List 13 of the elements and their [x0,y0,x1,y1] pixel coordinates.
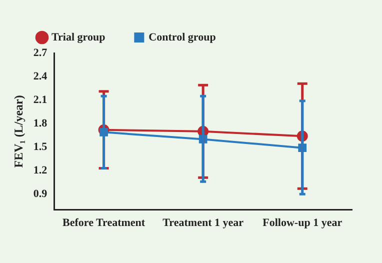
x-tick-label: Follow-up 1 year [262,217,342,230]
y-tick-label: 0.9 [33,188,48,200]
legend-label: Control group [148,31,216,44]
y-tick-label: 2.4 [33,70,48,82]
y-tick-label: 2.1 [33,94,48,106]
y-tick-label: 1.8 [33,117,48,130]
x-tick-label: Treatment 1 year [162,217,244,230]
y-tick-label: 1.5 [33,140,48,153]
x-tick-label: Before Treatment [62,217,146,230]
legend-label: Trial group [52,31,106,44]
y-axis-title: FEV₁ (L/year) [11,95,26,168]
y-tick-label: 2.7 [33,46,48,59]
y-tick-label: 1.2 [33,164,48,176]
